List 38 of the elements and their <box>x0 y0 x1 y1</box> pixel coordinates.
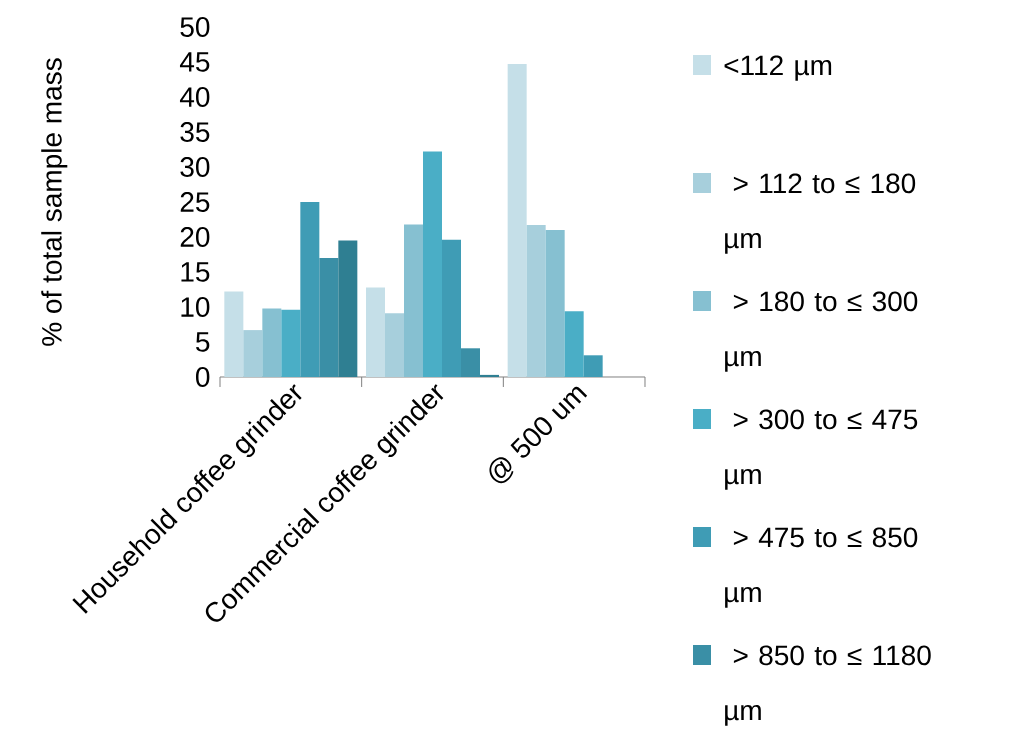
bar <box>366 287 385 377</box>
bar <box>507 64 527 377</box>
text: > 300 to ≤ 475 µm <box>725 409 918 490</box>
bar <box>338 240 358 377</box>
text: > 850 to ≤ 1180 µm <box>725 645 931 726</box>
bar <box>243 330 263 377</box>
bar <box>385 313 404 377</box>
bar <box>480 374 499 377</box>
text: > 475 to ≤ 850 µm <box>725 527 918 608</box>
bar <box>545 230 565 377</box>
text: > 112 to ≤ 180 µm <box>725 173 916 254</box>
y-tick-label: 40 <box>179 87 210 107</box>
bar <box>319 258 339 377</box>
y-tick-label: 35 <box>180 122 210 142</box>
bar <box>262 308 282 377</box>
y-tick-label: 45 <box>179 52 210 72</box>
bar <box>300 202 320 377</box>
y-tick-label: 30 <box>180 157 210 177</box>
y-tick-label: 10 <box>181 297 210 317</box>
y-axis-title: % of total sample mass <box>41 58 68 346</box>
y-tick-label: 50 <box>180 17 210 37</box>
y-tick-label: 25 <box>180 192 210 212</box>
bar <box>281 309 301 377</box>
y-tick-label: 15 <box>181 262 210 282</box>
bar <box>224 291 244 377</box>
bar <box>564 311 584 377</box>
bar <box>442 239 461 377</box>
bar <box>526 225 546 377</box>
legend-label: <112 µm <box>724 55 832 81</box>
bar <box>461 348 480 377</box>
y-tick-label: 5 <box>196 332 210 352</box>
text: > 180 to ≤ 300 µm <box>725 291 918 372</box>
bar <box>583 355 603 377</box>
bar <box>404 224 423 377</box>
x-tick-label: @ 500 um <box>489 386 588 484</box>
y-tick-label: 0 <box>196 367 210 387</box>
bar <box>423 151 442 377</box>
y-tick-label: 20 <box>180 227 210 247</box>
